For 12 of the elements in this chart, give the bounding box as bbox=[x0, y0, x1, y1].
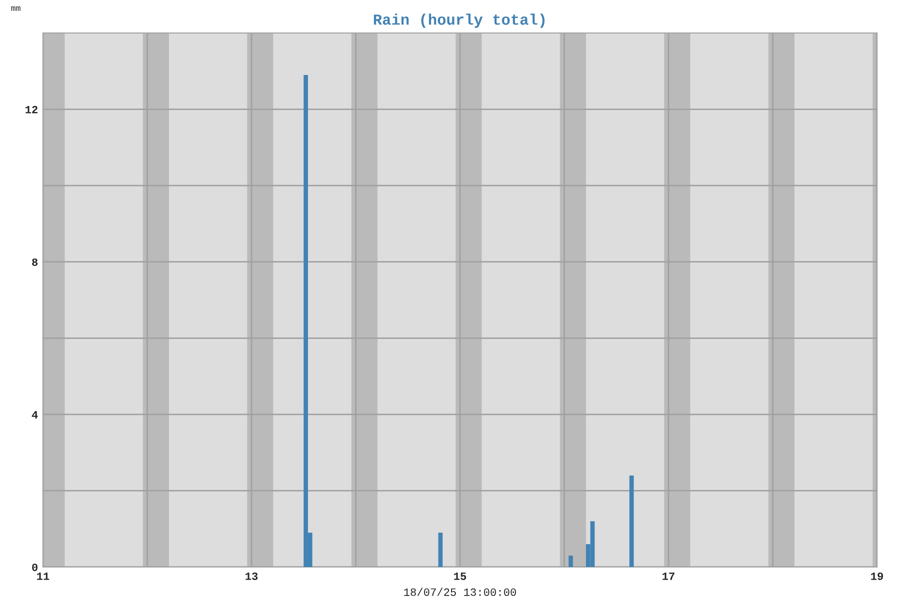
x-tick-label: 15 bbox=[454, 572, 466, 580]
x-axis-title: 18/07/25 13:00:00 bbox=[404, 588, 516, 596]
chart-title: Rain (hourly total) bbox=[374, 14, 545, 28]
x-tick-label: 11 bbox=[37, 572, 50, 580]
y-tick-label: 4 bbox=[32, 411, 38, 418]
x-tick-label: 17 bbox=[662, 572, 674, 580]
x-tick-label: 19 bbox=[871, 572, 883, 580]
x-tick-label: 13 bbox=[246, 572, 258, 580]
y-tick-label: 0 bbox=[32, 564, 38, 572]
y-tick-label: 8 bbox=[32, 258, 38, 266]
y-tick-label: 12 bbox=[26, 106, 38, 114]
y-axis-title: mm bbox=[11, 6, 20, 11]
